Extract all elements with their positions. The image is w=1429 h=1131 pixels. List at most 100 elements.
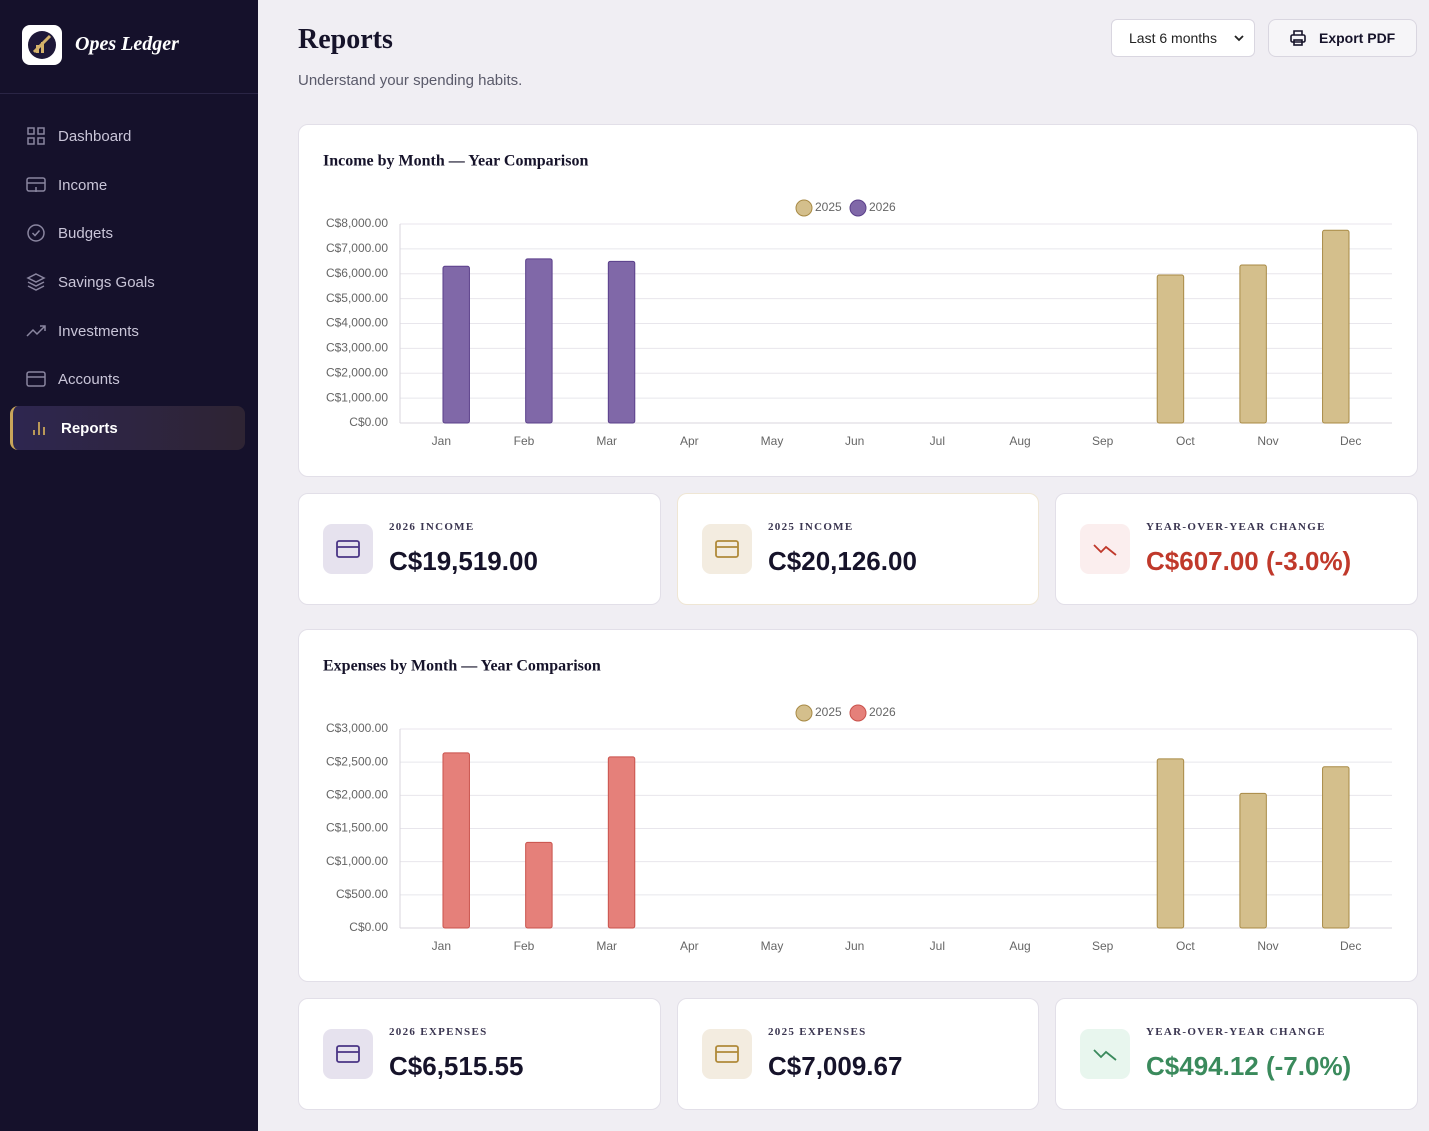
stat-card: 2026 INCOME C$19,519.00: [298, 493, 661, 605]
stat-value: C$494.12 (-7.0%): [1146, 1051, 1352, 1081]
y-tick-label: C$3,000.00: [326, 721, 388, 735]
x-tick-label: Feb: [514, 434, 535, 448]
chart-card: Income by Month — Year Comparison 2025 202…: [298, 124, 1418, 477]
nav-item[interactable]: Income: [10, 163, 245, 207]
x-tick-label: Aug: [1009, 434, 1030, 448]
legend-swatch: [849, 199, 867, 217]
stat-card: YEAR-OVER-YEAR CHANGE C$494.12 (-7.0%): [1055, 998, 1418, 1110]
page-subtitle: Understand your spending habits.: [298, 72, 523, 89]
stat-label: YEAR-OVER-YEAR CHANGE: [1146, 1026, 1326, 1038]
nav-label: Reports: [61, 419, 118, 437]
chart-title: Income by Month — Year Comparison: [323, 153, 588, 170]
nav-item-active[interactable]: Reports: [10, 406, 245, 450]
y-tick-label: C$1,500.00: [326, 821, 388, 835]
range-label: Last 6 months: [1129, 30, 1217, 46]
chart-card: Expenses by Month — Year Comparison 2025 2…: [298, 629, 1418, 982]
stat-label: YEAR-OVER-YEAR CHANGE: [1146, 521, 1326, 533]
chart: Expenses by Month — Year Comparison 2025 2…: [323, 658, 1392, 953]
x-tick-label: Oct: [1176, 939, 1195, 953]
nav-label: Accounts: [58, 370, 120, 388]
chart-title: Expenses by Month — Year Comparison: [323, 658, 601, 675]
logo: [22, 25, 62, 65]
stat-label: 2025 INCOME: [768, 521, 854, 533]
y-tick-label: C$500.00: [336, 887, 388, 901]
bar: [1239, 264, 1267, 424]
nav-label: Budgets: [58, 224, 114, 242]
stat-card: YEAR-OVER-YEAR CHANGE C$607.00 (-3.0%): [1055, 493, 1418, 605]
export-button[interactable]: Export PDF: [1268, 19, 1417, 57]
stat-card: 2026 EXPENSES C$6,515.55: [298, 998, 661, 1110]
x-tick-label: Dec: [1340, 939, 1361, 953]
x-tick-label: Sep: [1092, 939, 1114, 953]
bar: [525, 841, 553, 929]
x-tick-label: Jun: [845, 434, 864, 448]
stat-value: C$20,126.00: [768, 546, 917, 576]
y-tick-label: C$5,000.00: [326, 291, 388, 305]
stat-label: 2025 EXPENSES: [768, 1026, 867, 1038]
bar: [1322, 766, 1350, 929]
nav-item[interactable]: Investments: [10, 309, 245, 353]
bar: [442, 752, 470, 929]
legend-swatch: [795, 704, 813, 722]
legend-label: 2025: [815, 705, 842, 719]
stat-value: C$6,515.55: [389, 1051, 524, 1081]
x-tick-label: Feb: [514, 939, 535, 953]
bar: [607, 756, 636, 929]
x-tick-label: Oct: [1176, 434, 1195, 448]
page-title: Reports: [298, 24, 393, 55]
x-tick-label: May: [761, 434, 784, 448]
nav-label: Dashboard: [58, 127, 132, 145]
stat-card: 2025 INCOME C$20,126.00: [677, 493, 1039, 605]
x-tick-label: May: [761, 939, 784, 953]
x-tick-label: Apr: [680, 939, 699, 953]
y-tick-label: C$1,000.00: [326, 390, 388, 404]
x-tick-label: Nov: [1257, 434, 1278, 448]
nav-item[interactable]: Accounts: [10, 357, 245, 401]
legend-swatch: [795, 199, 813, 217]
x-tick-label: Sep: [1092, 434, 1114, 448]
x-tick-label: Jul: [930, 939, 945, 953]
y-tick-label: C$8,000.00: [326, 216, 388, 230]
bar: [1239, 792, 1267, 929]
x-tick-label: Mar: [596, 939, 617, 953]
y-tick-label: C$2,000.00: [326, 365, 388, 379]
y-tick-label: C$2,500.00: [326, 754, 388, 768]
legend-swatch: [849, 704, 867, 722]
bar: [525, 258, 553, 424]
nav-item[interactable]: Dashboard: [10, 114, 245, 158]
x-tick-label: Dec: [1340, 434, 1361, 448]
y-tick-label: C$4,000.00: [326, 316, 388, 330]
sidebar: Opes Ledger Dashboard Income Budgets Sav…: [0, 0, 258, 1131]
brand: Opes Ledger: [75, 33, 179, 55]
y-tick-label: C$3,000.00: [326, 341, 388, 355]
y-tick-label: C$2,000.00: [326, 788, 388, 802]
y-tick-label: C$7,000.00: [326, 241, 388, 255]
range-select[interactable]: Last 6 months: [1111, 19, 1255, 57]
x-tick-label: Jan: [432, 939, 451, 953]
bar: [1156, 758, 1185, 929]
legend-label: 2026: [869, 200, 896, 214]
x-tick-label: Aug: [1009, 939, 1030, 953]
x-tick-label: Apr: [680, 434, 699, 448]
stat-value: C$19,519.00: [389, 546, 538, 576]
x-tick-label: Jan: [432, 434, 451, 448]
y-tick-label: C$1,000.00: [326, 854, 388, 868]
x-tick-label: Nov: [1257, 939, 1278, 953]
nav-item[interactable]: Budgets: [10, 211, 245, 255]
y-tick-label: C$0.00: [349, 920, 388, 934]
chart: Income by Month — Year Comparison 2025 202…: [323, 153, 1392, 448]
stat-label: 2026 INCOME: [389, 521, 475, 533]
x-tick-label: Mar: [596, 434, 617, 448]
nav-label: Investments: [58, 322, 139, 340]
legend-label: 2026: [869, 705, 896, 719]
bar: [442, 265, 470, 424]
export-label: Export PDF: [1319, 30, 1396, 46]
y-tick-label: C$6,000.00: [326, 266, 388, 280]
nav-item[interactable]: Savings Goals: [10, 260, 245, 304]
legend-label: 2025: [815, 200, 842, 214]
nav-label: Savings Goals: [58, 273, 155, 291]
y-tick-label: C$0.00: [349, 415, 388, 429]
stat-value: C$7,009.67: [768, 1051, 903, 1081]
stat-label: 2026 EXPENSES: [389, 1026, 488, 1038]
